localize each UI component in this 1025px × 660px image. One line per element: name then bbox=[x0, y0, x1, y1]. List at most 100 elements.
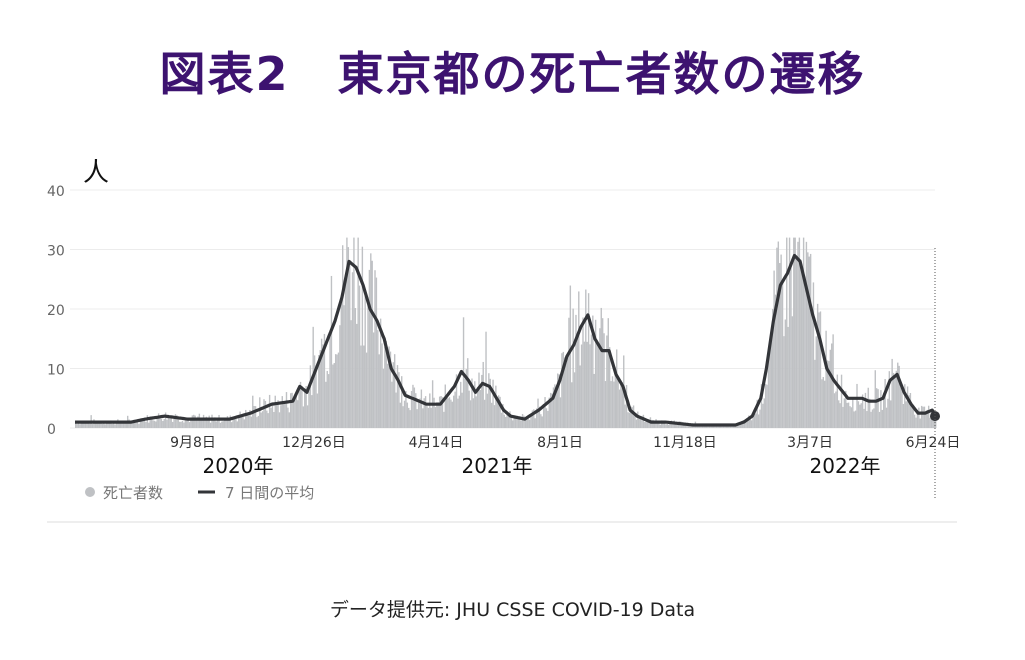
bar bbox=[448, 397, 451, 428]
bar bbox=[531, 410, 534, 428]
bar bbox=[866, 411, 868, 428]
bar bbox=[641, 420, 643, 428]
bar bbox=[542, 404, 545, 428]
bar bbox=[108, 421, 111, 428]
bar bbox=[781, 282, 784, 428]
bar bbox=[922, 406, 924, 428]
bar bbox=[171, 421, 174, 428]
bar bbox=[336, 354, 338, 428]
bar bbox=[441, 397, 444, 428]
bar bbox=[790, 262, 792, 428]
bar bbox=[141, 420, 143, 428]
bar bbox=[823, 380, 826, 428]
bar bbox=[467, 358, 469, 428]
bar bbox=[603, 333, 605, 428]
bar bbox=[118, 422, 120, 428]
bar bbox=[329, 333, 331, 428]
bar bbox=[831, 343, 833, 428]
bar bbox=[932, 413, 934, 428]
bar bbox=[284, 403, 286, 428]
bar bbox=[906, 386, 909, 428]
bar bbox=[509, 411, 511, 428]
bar bbox=[334, 354, 337, 428]
bar bbox=[305, 385, 307, 428]
bar bbox=[770, 330, 772, 428]
bar bbox=[766, 384, 768, 428]
bar bbox=[854, 410, 857, 428]
bar bbox=[162, 420, 164, 428]
bar bbox=[656, 422, 659, 428]
bar bbox=[835, 391, 837, 428]
bar bbox=[894, 375, 896, 428]
bar bbox=[545, 408, 548, 428]
bar bbox=[617, 379, 619, 428]
bar bbox=[572, 308, 574, 428]
bar bbox=[86, 420, 88, 428]
bar bbox=[925, 413, 927, 428]
bar bbox=[364, 293, 366, 428]
bar bbox=[773, 270, 775, 428]
x-tick-label: 12月26日 bbox=[282, 435, 346, 451]
bar bbox=[402, 406, 404, 428]
bar bbox=[856, 383, 858, 428]
x-tick-label: 6月24日 bbox=[906, 435, 961, 451]
bar bbox=[143, 418, 146, 428]
bar bbox=[100, 421, 102, 428]
bar bbox=[496, 398, 498, 428]
bar bbox=[590, 334, 593, 428]
bar bbox=[457, 398, 459, 428]
bar bbox=[755, 413, 757, 428]
bar bbox=[669, 421, 671, 428]
bar bbox=[686, 425, 688, 428]
bar bbox=[316, 393, 319, 428]
bar bbox=[360, 345, 362, 428]
bar bbox=[254, 406, 257, 428]
y-tick-label: 10 bbox=[47, 363, 65, 379]
bar bbox=[381, 343, 383, 428]
x-tick-label: 4月14日 bbox=[409, 435, 464, 451]
bar bbox=[82, 423, 84, 428]
bar bbox=[202, 414, 205, 428]
bar bbox=[561, 353, 563, 428]
bar bbox=[295, 394, 298, 428]
bar bbox=[791, 316, 794, 428]
bar bbox=[492, 379, 494, 428]
bar bbox=[696, 426, 698, 428]
bar bbox=[672, 421, 674, 428]
bar bbox=[253, 405, 255, 428]
bar bbox=[103, 422, 105, 428]
bar bbox=[176, 415, 178, 428]
bar bbox=[499, 396, 501, 428]
bar bbox=[429, 393, 431, 428]
bar bbox=[444, 384, 446, 428]
bar bbox=[132, 422, 135, 428]
bar bbox=[301, 386, 303, 428]
year-label: 2020年 bbox=[203, 454, 274, 478]
bar bbox=[490, 402, 493, 428]
bar bbox=[860, 403, 862, 428]
bar bbox=[353, 237, 355, 428]
bar bbox=[552, 387, 555, 428]
bar bbox=[138, 423, 140, 428]
bar bbox=[382, 368, 385, 428]
bar bbox=[635, 419, 638, 428]
bar bbox=[845, 390, 847, 428]
bar bbox=[653, 423, 656, 428]
bar bbox=[281, 396, 283, 428]
bar bbox=[155, 421, 157, 428]
bar bbox=[728, 425, 730, 428]
bar bbox=[337, 352, 340, 428]
bar bbox=[208, 415, 210, 428]
bar bbox=[718, 425, 720, 428]
bar bbox=[596, 343, 598, 428]
bar bbox=[675, 421, 677, 428]
bar bbox=[627, 412, 629, 428]
bar bbox=[392, 362, 394, 428]
bar bbox=[77, 422, 80, 428]
bar bbox=[198, 413, 201, 428]
bar bbox=[618, 389, 621, 428]
bar bbox=[416, 409, 418, 428]
bar bbox=[639, 417, 642, 428]
bar bbox=[330, 275, 333, 428]
bar bbox=[98, 422, 101, 428]
